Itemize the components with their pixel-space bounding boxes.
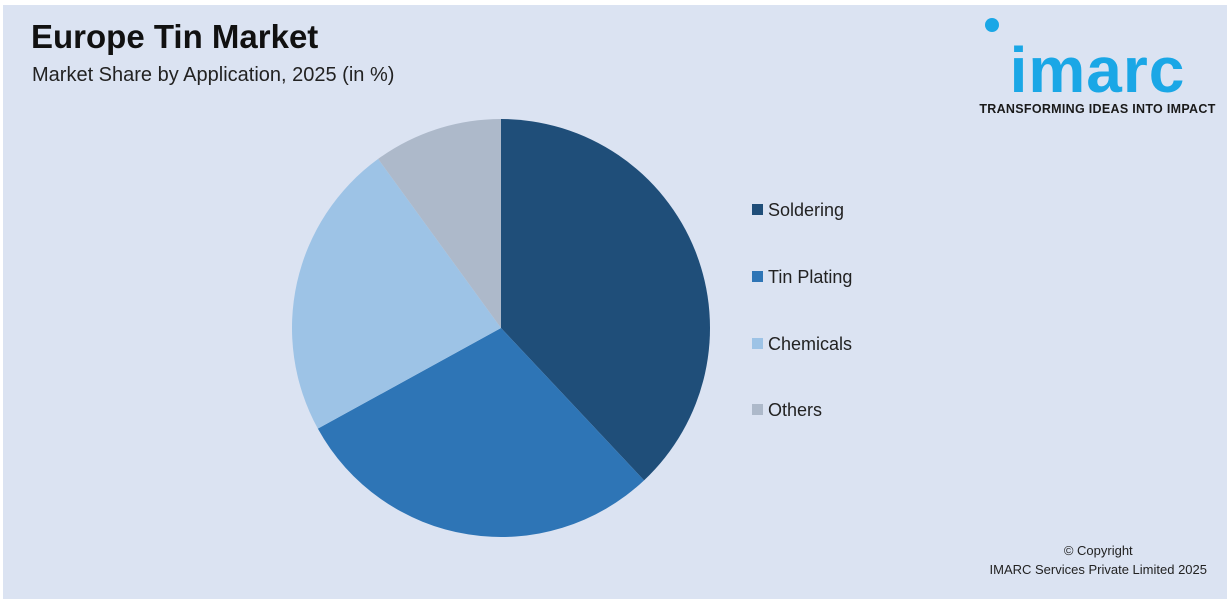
legend-swatch-others bbox=[752, 404, 763, 415]
pie-slice-tin-plating bbox=[317, 328, 645, 538]
legend-item-tin-plating: Tin Plating bbox=[752, 267, 852, 291]
legend-swatch-chemicals bbox=[752, 338, 763, 349]
legend-item-others: Others bbox=[752, 400, 822, 424]
legend-label-tin-plating: Tin Plating bbox=[768, 267, 853, 287]
legend-label-chemicals: Chemicals bbox=[768, 334, 853, 354]
copyright-notice: © Copyright IMARC Services Private Limit… bbox=[990, 541, 1207, 579]
pie-slice-soldering bbox=[501, 119, 710, 481]
logo-tagline: TRANSFORMING IDEAS INTO IMPACT bbox=[979, 102, 1216, 116]
chart-title: Europe Tin Market bbox=[31, 18, 319, 55]
legend-swatch-tin-plating bbox=[752, 271, 763, 282]
legend-item-chemicals: Chemicals bbox=[752, 334, 852, 358]
logo-dot-icon bbox=[985, 18, 999, 32]
imarc-logo: imarc TRANSFORMING IDEAS INTO IMPACT bbox=[975, 16, 1220, 126]
legend-label-others: Others bbox=[768, 400, 823, 420]
legend-swatch-soldering bbox=[752, 204, 763, 215]
logo-wordmark: imarc bbox=[1009, 34, 1186, 106]
legend-item-soldering: Soldering bbox=[752, 200, 844, 224]
copyright-line-1: © Copyright bbox=[1063, 543, 1133, 558]
pie-slice-others bbox=[378, 119, 501, 328]
legend-label-soldering: Soldering bbox=[768, 200, 845, 220]
chart-subtitle: Market Share by Application, 2025 (in %) bbox=[32, 64, 395, 86]
copyright-line-2: IMARC Services Private Limited 2025 bbox=[989, 562, 1207, 577]
pie-slice-chemicals bbox=[291, 158, 501, 429]
